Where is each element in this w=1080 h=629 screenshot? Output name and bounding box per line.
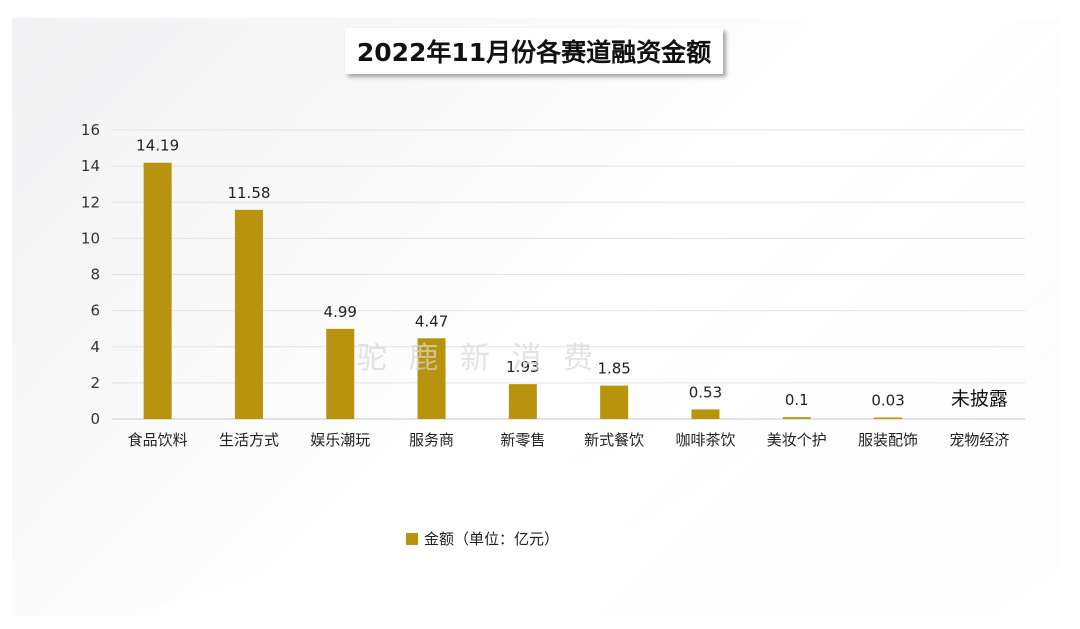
y-tick-label: 0: [90, 410, 100, 428]
x-tick-label: 服装配饰: [858, 431, 918, 449]
y-tick-label: 2: [90, 374, 100, 392]
background-sweep: [130, 20, 1060, 616]
x-tick-label: 娱乐潮玩: [310, 431, 370, 449]
x-tick-label: 新式餐饮: [584, 431, 644, 449]
value-labels: 14.19 11.58 4.99 4.47 1.93 1.85 0.53 0.1 0.03 未披露: [136, 137, 1008, 410]
legend-label: 金额（单位：亿元）: [424, 530, 559, 548]
y-tick-label: 16: [81, 121, 100, 139]
y-tick-label: 14: [81, 157, 100, 175]
data-label: 11.58: [227, 184, 270, 202]
bar: [691, 409, 720, 419]
legend: 金额（单位：亿元）: [406, 530, 559, 548]
bar: [782, 417, 811, 419]
x-tick-label: 服务商: [409, 431, 454, 449]
data-label: 1.93: [506, 358, 539, 376]
data-label: 4.47: [415, 312, 448, 330]
data-label: 4.99: [324, 303, 357, 321]
bar: [600, 385, 629, 419]
x-tick-label: 生活方式: [219, 431, 279, 449]
data-label: 0.03: [871, 392, 904, 410]
chart-title: 2022年11月份各赛道融资金额: [345, 28, 723, 74]
gridlines: [112, 129, 1025, 420]
bar: [417, 338, 446, 419]
bar: [874, 417, 903, 419]
y-tick-label: 8: [90, 266, 100, 284]
data-label: 14.19: [136, 137, 179, 155]
bar: [234, 209, 263, 419]
data-label: 未披露: [951, 388, 1008, 410]
bar: [326, 328, 355, 419]
y-tick-label: 10: [81, 229, 100, 247]
x-tick-label: 咖啡茶饮: [675, 431, 735, 449]
data-label: 1.85: [597, 360, 630, 378]
x-tick-label: 新零售: [500, 431, 545, 449]
x-tick-label: 食品饮料: [128, 431, 188, 449]
y-tick-label: 12: [81, 193, 100, 211]
y-tick-label: 6: [90, 302, 100, 320]
data-label: 0.53: [689, 383, 722, 401]
watermark-text: 驼 鹿 新 消 费: [357, 341, 599, 376]
bar: [508, 384, 537, 419]
y-axis: 0 2 4 6 8 10 12 14 16: [81, 121, 100, 428]
x-tick-label: 美妆个护: [767, 431, 827, 449]
bars: [143, 162, 903, 420]
x-axis: 食品饮料 生活方式 娱乐潮玩 服务商 新零售 新式餐饮 咖啡茶饮 美妆个护 服装配饰 宠物经济: [128, 431, 1010, 449]
legend-swatch: [406, 533, 418, 545]
y-tick-label: 4: [90, 338, 100, 356]
x-tick-label: 宠物经济: [949, 431, 1009, 449]
bar: [143, 162, 172, 420]
data-label: 0.1: [785, 391, 809, 409]
